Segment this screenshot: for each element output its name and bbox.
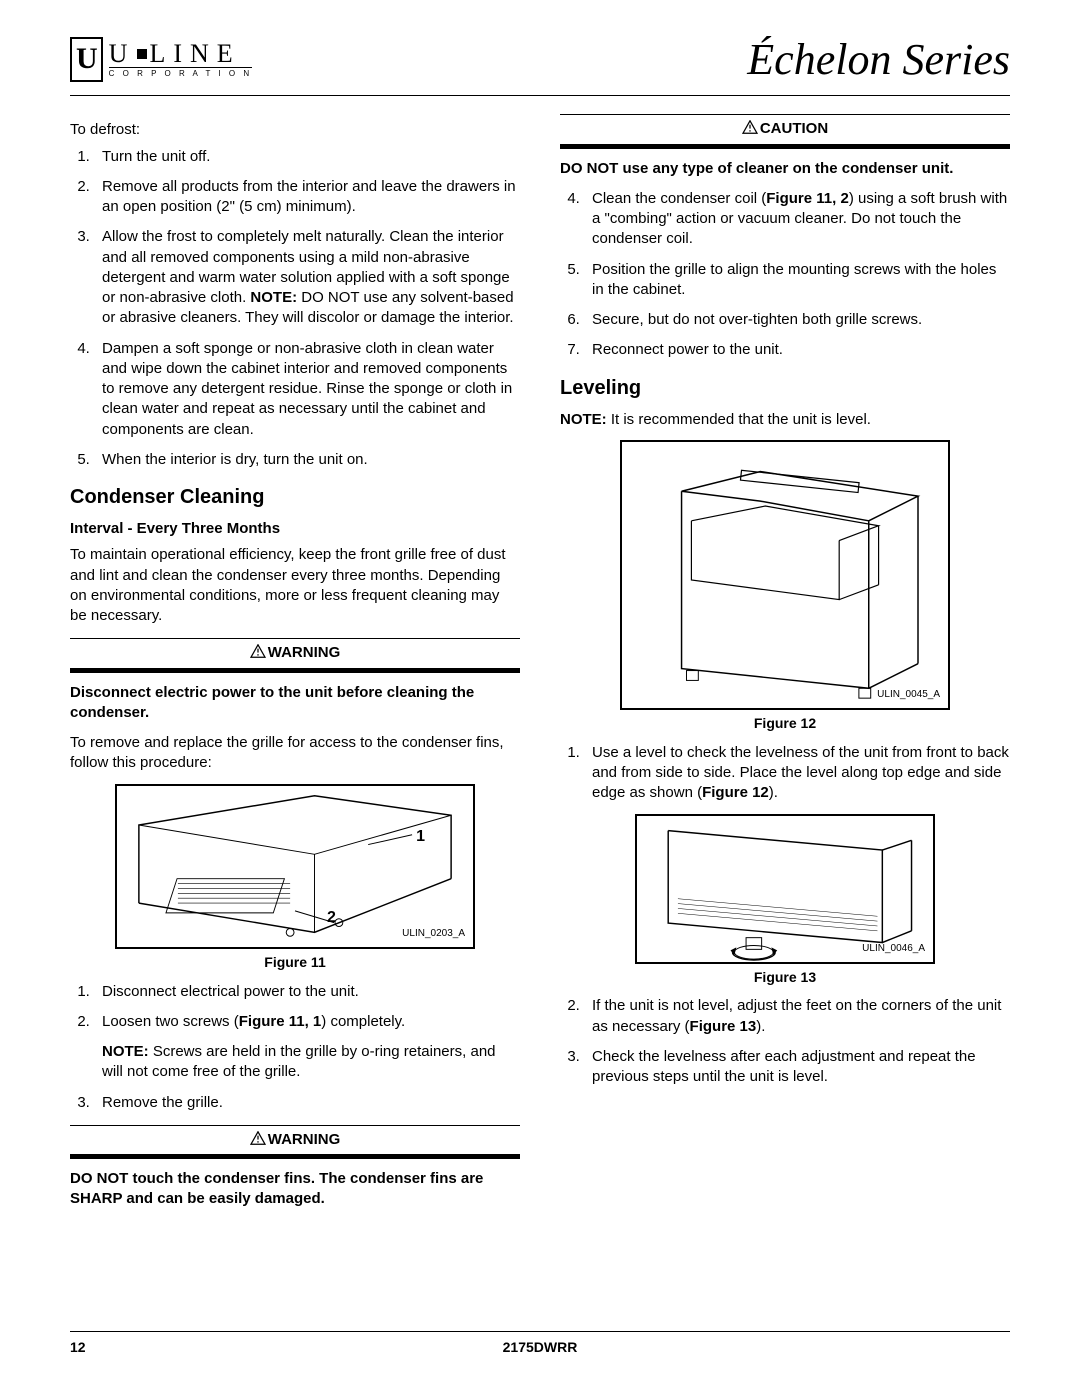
logo-dash [137, 49, 147, 59]
leveling-note: NOTE: It is recommended that the unit is… [560, 410, 1010, 430]
figure-11: 1 2 ULIN_0203_A [115, 784, 475, 949]
warning-box-1: WARNING [70, 638, 520, 672]
grille-note: NOTE: Screws are held in the grille by o… [102, 1042, 520, 1083]
series-title: Échelon Series [747, 30, 1010, 89]
interval-text: To maintain operational efficiency, keep… [70, 545, 520, 626]
list-item: Clean the condenser coil (Figure 11, 2) … [584, 189, 1010, 250]
logo-line: LINE [149, 39, 240, 68]
page-header: U U LINE C O R P O R A T I O N Échelon Se… [70, 30, 1010, 96]
list-item: Secure, but do not over-tighten both gri… [584, 310, 1010, 330]
figure-13: ULIN_0046_A [635, 814, 935, 964]
list-item: Loosen two screws (Figure 11, 1) complet… [94, 1012, 520, 1083]
logo-mark: U [70, 37, 103, 82]
list-item: Check the levelness after each adjustmen… [584, 1047, 1010, 1088]
warning-1-text: Disconnect electric power to the unit be… [70, 683, 520, 724]
warning-box-2: WARNING [70, 1125, 520, 1159]
condenser-heading: Condenser Cleaning [70, 484, 520, 511]
caution-text: DO NOT use any type of cleaner on the co… [560, 159, 1010, 179]
logo-name: U LINE [109, 41, 252, 67]
leveling-list-b: If the unit is not level, adjust the fee… [560, 996, 1010, 1087]
figure-13-caption: Figure 13 [560, 968, 1010, 987]
brand-logo: U U LINE C O R P O R A T I O N [70, 37, 252, 82]
figure-11-callout-1: 1 [416, 826, 425, 848]
figure-12-art [622, 442, 948, 708]
figure-12-caption: Figure 12 [560, 714, 1010, 733]
grille-list-b: Remove the grille. [70, 1093, 520, 1113]
content-columns: To defrost: Turn the unit off. Remove al… [70, 114, 1010, 1219]
list-item: Position the grille to align the mountin… [584, 260, 1010, 301]
left-column: To defrost: Turn the unit off. Remove al… [70, 114, 520, 1219]
figure-11-id: ULIN_0203_A [402, 927, 465, 941]
defrost-list: Turn the unit off. Remove all products f… [70, 147, 520, 471]
warning-icon [250, 644, 266, 664]
leveling-heading: Leveling [560, 375, 1010, 402]
list-item: Allow the frost to completely melt natur… [94, 227, 520, 328]
warning-icon [250, 1131, 266, 1151]
caution-label: CAUTION [760, 120, 828, 137]
right-column: CAUTION DO NOT use any type of cleaner o… [560, 114, 1010, 1219]
figure-12-id: ULIN_0045_A [877, 688, 940, 702]
warning-2-text: DO NOT touch the condenser fins. The con… [70, 1169, 520, 1210]
grille-intro: To remove and replace the grille for acc… [70, 733, 520, 774]
logo-type: U LINE C O R P O R A T I O N [109, 41, 252, 78]
leveling-list-a: Use a level to check the levelness of th… [560, 743, 1010, 804]
defrost-intro: To defrost: [70, 120, 520, 140]
model-number: 2175DWRR [70, 1338, 1010, 1357]
figure-12: ULIN_0045_A [620, 440, 950, 710]
logo-u: U [109, 39, 136, 68]
list-item: Disconnect electrical power to the unit. [94, 982, 520, 1002]
condenser-cont-list: Clean the condenser coil (Figure 11, 2) … [560, 189, 1010, 361]
list-item: If the unit is not level, adjust the fee… [584, 996, 1010, 1037]
figure-13-id: ULIN_0046_A [862, 942, 925, 956]
caution-icon [742, 120, 758, 140]
list-item: Reconnect power to the unit. [584, 340, 1010, 360]
warning-label: WARNING [268, 1131, 341, 1148]
list-item: Remove the grille. [94, 1093, 520, 1113]
page-footer: 12 2175DWRR [70, 1331, 1010, 1357]
logo-corporation: C O R P O R A T I O N [109, 67, 252, 78]
caution-box: CAUTION [560, 114, 1010, 148]
list-item: Remove all products from the interior an… [94, 177, 520, 218]
figure-11-caption: Figure 11 [70, 953, 520, 972]
figure-11-art [117, 786, 473, 947]
warning-label: WARNING [268, 644, 341, 661]
list-item: When the interior is dry, turn the unit … [94, 450, 520, 470]
grille-list-a: Disconnect electrical power to the unit.… [70, 982, 520, 1083]
list-item: Dampen a soft sponge or non-abrasive clo… [94, 339, 520, 440]
figure-13-art [637, 816, 933, 962]
list-item: Use a level to check the levelness of th… [584, 743, 1010, 804]
figure-11-callout-2: 2 [327, 907, 336, 929]
list-item: Turn the unit off. [94, 147, 520, 167]
interval-label: Interval - Every Three Months [70, 519, 520, 539]
